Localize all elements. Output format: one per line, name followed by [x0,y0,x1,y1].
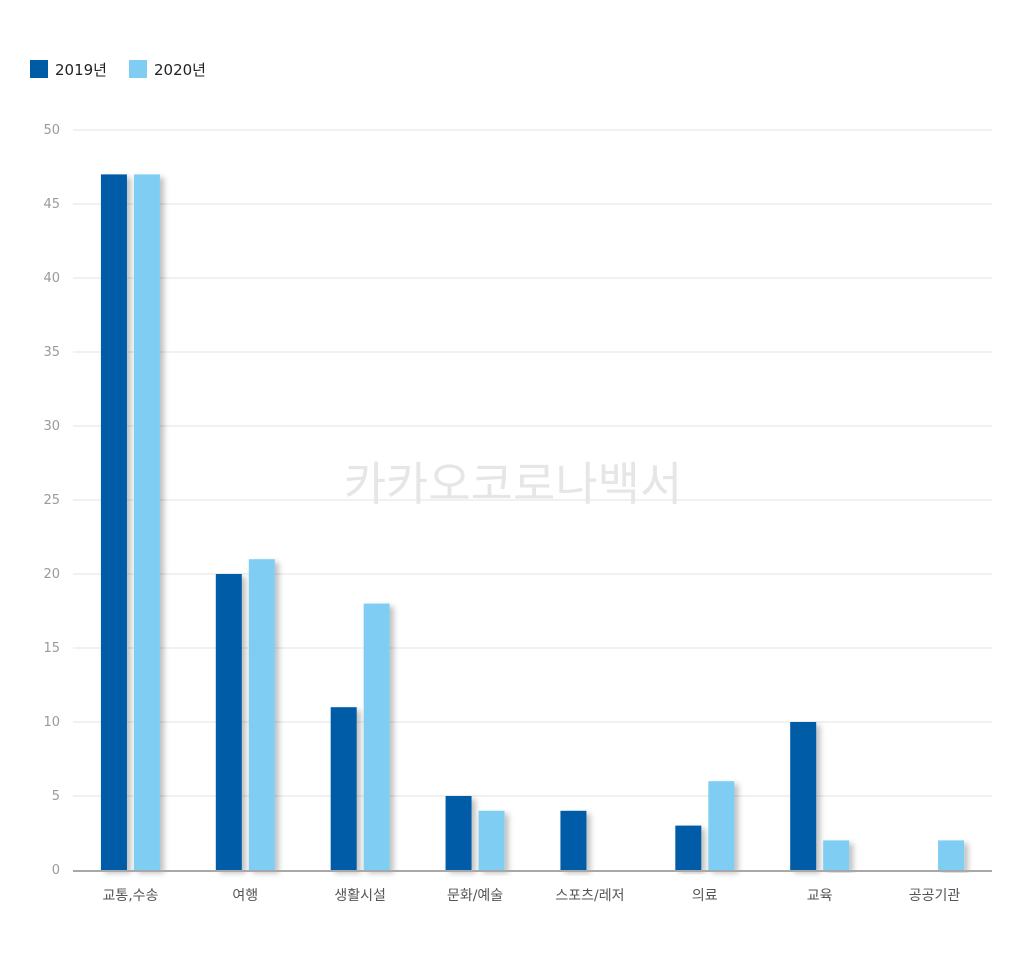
legend-swatch [30,60,48,78]
bar-2020년-의료 [708,781,735,870]
x-category-label: 생활시설 [334,888,386,904]
y-tick-label: 15 [43,641,60,656]
bar-2019년-여행 [215,574,242,870]
y-tick-label: 45 [43,197,60,212]
y-tick-label: 30 [43,419,60,434]
x-category-label: 교통,수송 [102,888,158,904]
bar-2019년-생활시설 [330,707,357,870]
y-tick-label: 10 [43,715,60,730]
legend: 2019년 2020년 [30,60,206,79]
legend-swatch [129,60,147,78]
x-category-label: 문화/예술 [447,888,503,904]
bar-2020년-교통,수송 [133,174,160,870]
bar-2019년-교육 [790,722,817,870]
legend-label: 2019년 [55,61,107,79]
y-axis-ticks: 0 5 10 15 20 25 30 35 40 45 50 [43,123,60,878]
y-tick-label: 0 [52,863,60,878]
bar-2020년-교육 [823,840,850,870]
x-axis-labels: 교통,수송 여행 생활시설 문화/예술 스포츠/레저 의료 교육 공공기관 [102,888,960,904]
watermark: 카카오코로나백서 [344,457,683,511]
bar-2019년-문화/예술 [445,796,472,870]
bar-2020년-생활시설 [363,603,390,870]
x-category-label: 의료 [692,888,718,904]
x-category-label: 교육 [807,888,833,904]
bar-2019년-의료 [675,825,702,870]
x-category-label: 스포츠/레저 [555,888,624,904]
y-tick-label: 50 [43,123,60,138]
legend-label: 2020년 [154,61,206,79]
y-tick-label: 5 [52,789,60,804]
y-tick-label: 20 [43,567,60,582]
bar-2019년-교통,수송 [100,174,127,870]
y-tick-label: 40 [43,271,60,286]
bar-2020년-여행 [248,559,275,870]
bar-2020년-공공기관 [938,840,965,870]
bars [100,174,965,870]
x-category-label: 여행 [232,888,258,904]
bar-2019년-스포츠/레저 [560,810,587,870]
x-category-label: 공공기관 [909,888,961,904]
y-tick-label: 25 [43,493,60,508]
y-tick-label: 35 [43,345,60,360]
bar-2020년-문화/예술 [478,810,505,870]
